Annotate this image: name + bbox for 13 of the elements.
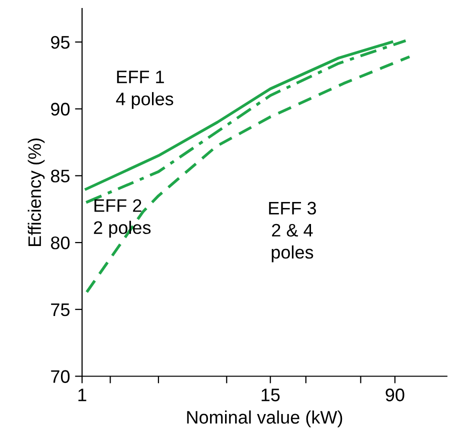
y-tick-label: 70 xyxy=(51,370,70,383)
x-tick-label: 90 xyxy=(386,388,404,402)
y-tick-label: 75 xyxy=(51,304,70,316)
y-tick-label: 85 xyxy=(50,170,70,182)
y-tick-label: 90 xyxy=(51,102,70,116)
y-axis-title: Efficiency (%) xyxy=(28,138,45,246)
x-tick-label: 1 xyxy=(78,388,86,402)
x-axis-title: Nominal value (kW) xyxy=(187,410,342,428)
annotation: EFF 1 4 poles xyxy=(116,70,174,109)
y-tick-label: 95 xyxy=(51,36,70,49)
annotation: EFF 3 2 & 4 poles xyxy=(269,202,316,262)
x-tick-label: 15 xyxy=(262,388,280,402)
y-tick-label: 80 xyxy=(50,236,70,250)
